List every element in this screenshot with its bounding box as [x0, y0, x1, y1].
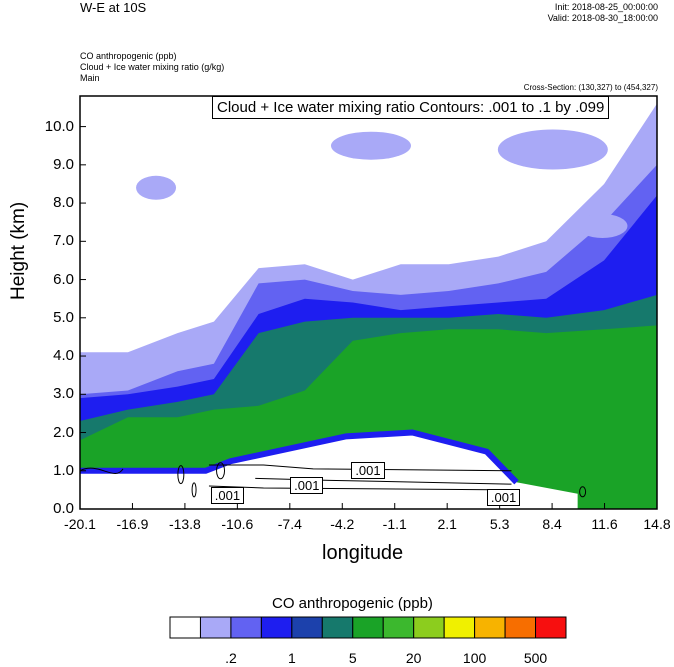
colorbar-swatch — [169, 616, 201, 639]
colorbar-swatch — [382, 616, 415, 639]
y-tick-label: 4.0 — [53, 347, 74, 365]
y-tick-label: 6.0 — [53, 270, 74, 288]
cloud-contour-loop-1 — [191, 482, 197, 498]
contour-label: .001 — [210, 486, 245, 504]
y-tick-label: 7.0 — [53, 232, 74, 250]
colorbar-swatch — [291, 616, 323, 639]
colorbar-swatch — [199, 616, 232, 639]
colorbar-swatch — [413, 616, 445, 639]
colorbar-swatch — [260, 616, 293, 639]
x-tick-label: -20.1 — [64, 516, 96, 532]
contour-title: Cloud + Ice water mixing ratio Contours:… — [212, 96, 610, 119]
x-tick-label: 14.8 — [643, 516, 671, 532]
y-tick-label: 9.0 — [53, 155, 74, 173]
colorbar-swatch — [230, 616, 262, 639]
colorbar-title: CO anthropogenic (ppb) — [272, 595, 433, 612]
y-tick-label: 5.0 — [53, 308, 74, 326]
x-tick-label: -13.8 — [168, 516, 201, 532]
cloud-contour-loop-3 — [579, 486, 587, 498]
y-tick-label: 1.0 — [53, 461, 74, 479]
colorbar-swatch — [535, 616, 567, 639]
cloud-contour-1 — [208, 464, 512, 472]
x-tick-label: -10.6 — [221, 516, 254, 532]
upper-co-patch-3 — [577, 214, 628, 239]
colorbar-label: 20 — [405, 650, 422, 666]
x-tick-label: -4.2 — [330, 516, 355, 532]
colorbar-swatch — [504, 616, 537, 639]
colorbar-label: 100 — [462, 650, 487, 666]
colorbar-swatch — [474, 616, 506, 639]
colorbar-swatch — [321, 616, 354, 639]
colorbar-swatch — [352, 616, 384, 639]
upper-co-patch-2 — [497, 129, 608, 170]
field-label-co: CO anthropogenic (ppb) — [80, 51, 177, 61]
init-time: Init: 2018-08-25_00:00:00 — [554, 2, 658, 12]
y-tick-label: 0.0 — [53, 500, 74, 517]
upper-co-patch-0 — [136, 175, 177, 200]
y-tick-label: 10.0 — [44, 117, 74, 135]
field-label-main: Main — [80, 73, 100, 83]
cloud-contour-0 — [80, 467, 124, 474]
contour-label: .001 — [290, 477, 324, 495]
contour-label: .001 — [486, 488, 521, 506]
cloud-contour-2 — [255, 477, 512, 485]
x-tick-label: 11.6 — [591, 516, 618, 532]
y-tick-label: 3.0 — [53, 385, 74, 403]
x-tick-label: 2.1 — [437, 516, 457, 532]
valid-time: Valid: 2018-08-30_18:00:00 — [547, 13, 658, 23]
colorbar-label: 500 — [523, 650, 548, 666]
upper-co-patch-1 — [330, 131, 411, 160]
contour-label: .001 — [351, 461, 385, 479]
x-axis-label: longitude — [322, 542, 404, 564]
colorbar-swatch — [443, 616, 476, 639]
colorbar-label: .2 — [225, 650, 237, 666]
x-tick-label: -16.9 — [116, 516, 149, 532]
plume-lower-edge — [80, 429, 519, 485]
plot-title: W-E at 10S — [80, 0, 147, 15]
x-tick-label: 8.4 — [542, 516, 562, 532]
colorbar-label: 5 — [348, 650, 357, 666]
x-tick-label: 5.3 — [489, 516, 510, 532]
cloud-contour-loop-0 — [177, 465, 185, 485]
field-label-cloud: Cloud + Ice water mixing ratio (g/kg) — [80, 62, 225, 72]
cloud-contour-loop-2 — [216, 462, 226, 480]
cross-section-label: Cross-Section: (130,327) to (454,327) — [523, 83, 658, 92]
x-tick-label: -7.4 — [277, 516, 302, 532]
x-tick-label: -1.1 — [382, 516, 407, 532]
y-tick-label: 2.0 — [53, 423, 74, 441]
y-tick-label: 8.0 — [53, 194, 74, 212]
colorbar-label: 1 — [287, 650, 296, 666]
